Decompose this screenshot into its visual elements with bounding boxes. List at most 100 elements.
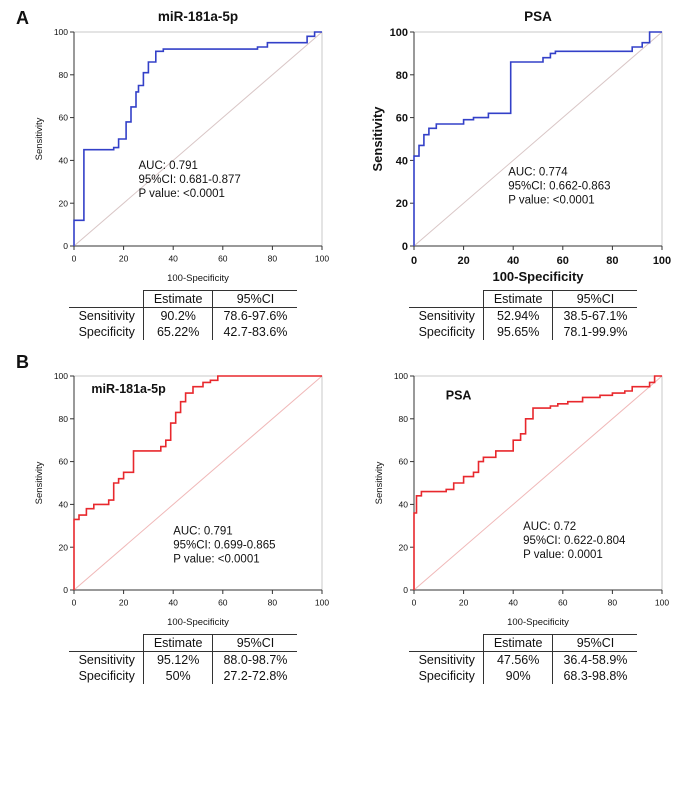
row-label-header [68, 290, 144, 308]
auc-annotation-line: 95%CI: 0.622-0.804 [523, 535, 626, 547]
auc-annotation-line: P value: <0.0001 [139, 188, 225, 200]
roc-curve [413, 31, 662, 246]
cell-value: 78.1-99.9% [552, 324, 638, 340]
cell-value: 52.94% [482, 307, 553, 324]
x-tick-label: 20 [119, 598, 129, 608]
y-tick-label: 20 [399, 542, 409, 552]
x-tick-label: 0 [412, 598, 417, 608]
cell-value: 38.5-67.1% [552, 307, 638, 324]
row-label: Specificity [78, 669, 135, 683]
table-row: Sensitivity 90.2% 78.6-97.6% [69, 307, 298, 324]
panel-label-b: B [16, 352, 29, 372]
diagonal-reference-line [413, 375, 663, 591]
y-tick-label: 60 [396, 113, 408, 125]
row-label-header [408, 290, 484, 308]
y-tick-label: 0 [403, 585, 408, 595]
x-axis-label: 100-Specificity [167, 617, 229, 628]
x-tick-label: 80 [268, 598, 278, 608]
estimate-table-a-mir181a: Estimate 95%CI Sensitivity 90.2% 78.6-97.6% S… [68, 290, 298, 340]
y-tick-label: 40 [59, 499, 69, 509]
y-axis-label: Sensitivity [34, 117, 45, 160]
x-tick-label: 40 [168, 598, 178, 608]
x-axis-label: 100-Specificity [492, 269, 584, 284]
y-tick-label: 80 [396, 70, 408, 82]
cell-value: 42.7-83.6% [212, 324, 298, 340]
auc-annotation-line: P value: <0.0001 [173, 553, 259, 565]
y-axis-label: Sensitivity [374, 461, 385, 504]
x-tick-label: 40 [508, 598, 518, 608]
column-header: Estimate [482, 634, 553, 652]
auc-annotation-line: AUC: 0.72 [523, 521, 576, 533]
panel-a-charts-row: 0 20 40 60 80 100 0 20 40 60 80 100 100-Specificity S… [30, 6, 686, 340]
x-tick-label: 100 [653, 255, 671, 267]
y-tick-label: 60 [59, 457, 69, 467]
row-label: Sensitivity [78, 309, 135, 323]
roc-chart-a-psa: 0 20 40 60 80 100 0 20 40 60 80 100 100-Specificity S… [370, 6, 676, 286]
y-tick-label: 40 [59, 155, 69, 165]
estimate-table-a-psa: Estimate 95%CI Sensitivity 52.94% 38.5-67.1%… [408, 290, 638, 340]
table-row: Specificity 95.65% 78.1-99.9% [409, 324, 638, 340]
y-tick-label: 0 [402, 241, 408, 253]
cell-value: 95.65% [482, 324, 553, 340]
auc-annotation-line: P value: 0.0001 [523, 549, 603, 561]
table-row: Specificity 90% 68.3-98.8% [409, 668, 638, 684]
panel-a: A 0 20 40 60 80 100 0 20 40 60 80 100 100-Specificit… [0, 6, 686, 340]
column-header: 95%CI [552, 634, 638, 652]
column-header: 95%CI [552, 290, 638, 308]
y-tick-label: 80 [399, 414, 409, 424]
table-row: Sensitivity 95.12% 88.0-98.7% [69, 651, 298, 668]
x-axis-label: 100-Specificity [167, 273, 229, 284]
roc-curve [413, 375, 662, 590]
x-tick-label: 80 [608, 598, 618, 608]
roc-plot-svg: 0 20 40 60 80 100 0 20 40 60 80 100 100-Specificity S… [34, 371, 329, 628]
cell-value: 68.3-98.8% [552, 668, 638, 684]
x-tick-label: 100 [315, 254, 329, 264]
chart-title: miR-181a-5p [158, 9, 238, 24]
cell-value: 27.2-72.8% [212, 668, 298, 684]
row-label: Sensitivity [418, 653, 475, 667]
cell-value: 36.4-58.9% [552, 651, 638, 668]
chartblock-a-psa: 0 20 40 60 80 100 0 20 40 60 80 100 100-Specificity S… [370, 6, 676, 340]
diagonal-reference-line [73, 375, 323, 591]
x-tick-label: 40 [507, 255, 519, 267]
y-tick-label: 80 [59, 70, 69, 80]
panel-b: B 0 20 40 60 80 100 0 20 40 60 80 100 100-Specificit… [0, 350, 686, 684]
y-tick-label: 0 [63, 241, 68, 251]
x-tick-label: 80 [268, 254, 278, 264]
y-tick-label: 0 [63, 585, 68, 595]
estimate-table-b-mir181a: Estimate 95%CI Sensitivity 95.12% 88.0-98.7%… [68, 634, 298, 684]
cell-value: 88.0-98.7% [212, 651, 298, 668]
cell-value: 78.6-97.6% [212, 307, 298, 324]
chart-title: miR-181a-5p [91, 382, 166, 396]
x-tick-label: 100 [655, 598, 669, 608]
x-tick-label: 60 [218, 598, 228, 608]
x-tick-label: 20 [457, 255, 469, 267]
table-row: Specificity 65.22% 42.7-83.6% [69, 324, 298, 340]
y-tick-label: 100 [54, 27, 68, 37]
x-tick-label: 60 [558, 598, 568, 608]
row-label-header [68, 634, 144, 652]
column-header: 95%CI [212, 634, 298, 652]
x-tick-label: 100 [315, 598, 329, 608]
cell-value: 47.56% [482, 651, 553, 668]
table-row: Specificity 50% 27.2-72.8% [69, 668, 298, 684]
x-tick-label: 0 [411, 255, 417, 267]
cell-value: 90.2% [142, 307, 213, 324]
y-tick-label: 40 [396, 155, 408, 167]
table-header-row: Estimate 95%CI [408, 634, 638, 652]
chartblock-b-psa: 0 20 40 60 80 100 0 20 40 60 80 100 100-Specificity S… [370, 350, 676, 684]
auc-annotation-line: P value: <0.0001 [508, 194, 594, 206]
y-tick-label: 80 [59, 414, 69, 424]
x-axis-label: 100-Specificity [507, 617, 569, 628]
column-header: 95%CI [212, 290, 298, 308]
row-label: Specificity [418, 669, 475, 683]
diagonal-reference-line [73, 31, 323, 247]
y-tick-label: 20 [59, 542, 69, 552]
roc-curve [73, 31, 322, 246]
y-axis-label: Sensitivity [370, 106, 385, 172]
roc-plot-svg: 0 20 40 60 80 100 0 20 40 60 80 100 100-Specificity S… [374, 371, 669, 628]
y-tick-label: 100 [394, 371, 408, 381]
estimate-table-b-psa: Estimate 95%CI Sensitivity 47.56% 36.4-58.9%… [408, 634, 638, 684]
auc-annotation-line: 95%CI: 0.662-0.863 [508, 180, 610, 192]
